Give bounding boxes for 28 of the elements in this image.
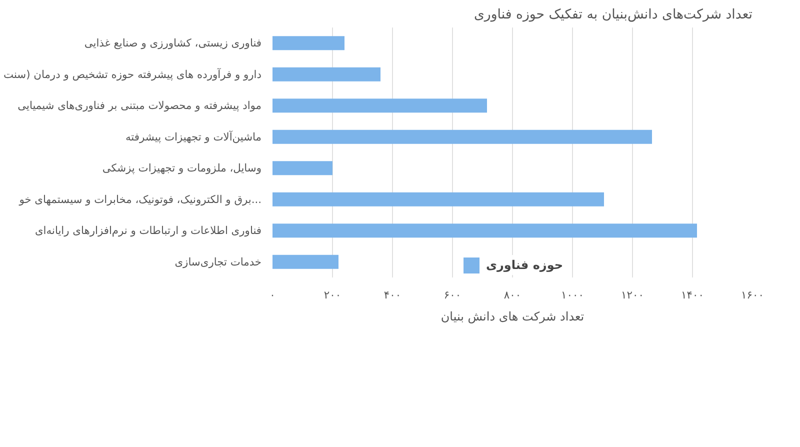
bar (272, 224, 697, 238)
bar (272, 161, 332, 176)
y-tick-label: ماشین‌آلات و تجهیزات پیشرفته (125, 129, 262, 144)
bar (272, 130, 652, 144)
x-tick-label: ۸۰۰ (504, 288, 522, 302)
y-tick-label: وسایل، ملزومات و تجهیزات پزشکی (102, 162, 262, 175)
y-tick-label: برق و الکترونیک، فوتونیک، مخابرات و سیستمهای خو... (18, 192, 262, 206)
x-axis-title: تعداد شرکت های دانش بنیان (440, 310, 584, 324)
legend-label: حوزه فناوری (486, 258, 563, 272)
bar (272, 192, 604, 206)
x-tick-label: ۰ (270, 288, 276, 302)
x-tick-label: ۱۴۰۰ (681, 288, 704, 302)
x-tick-label: ۴۰۰ (384, 288, 402, 302)
chart-title: تعداد شرکت‌های دانش‌بنیان به تفکیک حوزه فناوری (474, 8, 753, 22)
y-tick-label: مواد پیشرفته و محصولات مبتنی بر فناوری‌های شیمیایی (18, 99, 262, 112)
x-tick-label: ۶۰۰ (444, 288, 462, 302)
y-tick-label: فناوری اطلاعات و ارتباطات و نرم‌افزارهای رایانه‌ای (34, 224, 262, 238)
x-tick-label: ۱۰۰۰ (561, 288, 584, 302)
bar (272, 67, 380, 82)
x-tick-label: ۱۲۰۰ (621, 288, 644, 302)
bar (272, 36, 344, 50)
y-tick-label: فناوری زیستی، کشاورزی و صنایع غذایی (84, 36, 262, 50)
bar (272, 98, 487, 113)
x-tick-label: ۲۰۰ (324, 288, 342, 302)
y-tick-label: دارو و فرآورده های پیشرفته حوزه تشخیص و درمان (سنت (3, 66, 262, 81)
x-tick-label: ۱۶۰۰ (741, 288, 764, 302)
bar (272, 254, 338, 269)
y-tick-label: خدمات تجاری‌سازی (174, 255, 262, 268)
